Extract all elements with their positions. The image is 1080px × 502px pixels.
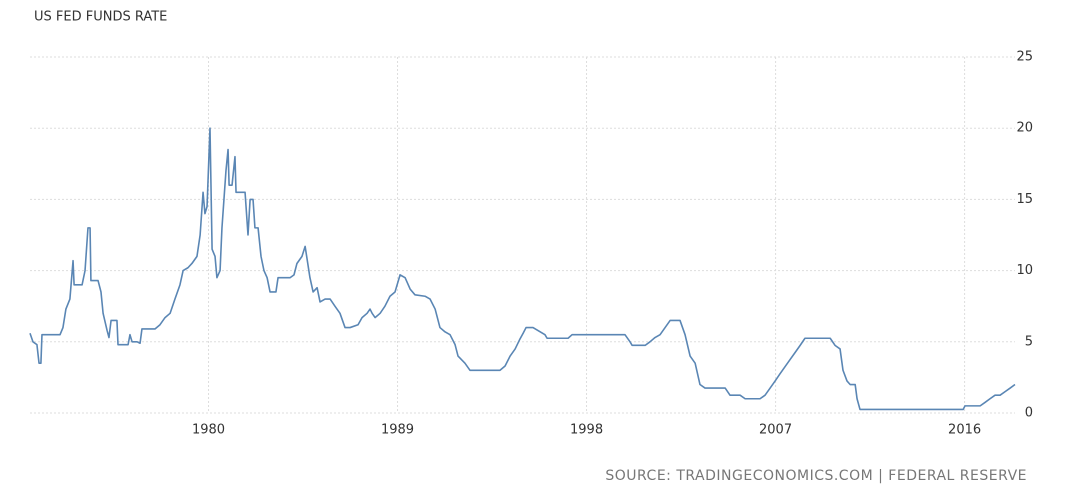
- y-tick-label: 25: [1016, 50, 1033, 65]
- x-tick-label: 1980: [192, 423, 225, 438]
- chart-title: US FED FUNDS RATE: [34, 10, 167, 25]
- y-tick-label: 15: [1016, 192, 1033, 207]
- y-tick-label: 10: [1016, 263, 1033, 278]
- y-tick-label: 5: [1025, 334, 1033, 349]
- y-tick-label: 0: [1025, 406, 1033, 421]
- source: SOURCE: TRADINGECONOMICS.COM | FEDERAL R…: [605, 468, 1027, 484]
- series-line: [29, 127, 1016, 411]
- x-tick-label: 2007: [759, 423, 792, 438]
- y-tick-label: 20: [1016, 121, 1033, 136]
- x-tick-label: 2016: [948, 423, 981, 438]
- x-tick-label: 1998: [570, 423, 603, 438]
- x-tick-label: 1989: [381, 423, 414, 438]
